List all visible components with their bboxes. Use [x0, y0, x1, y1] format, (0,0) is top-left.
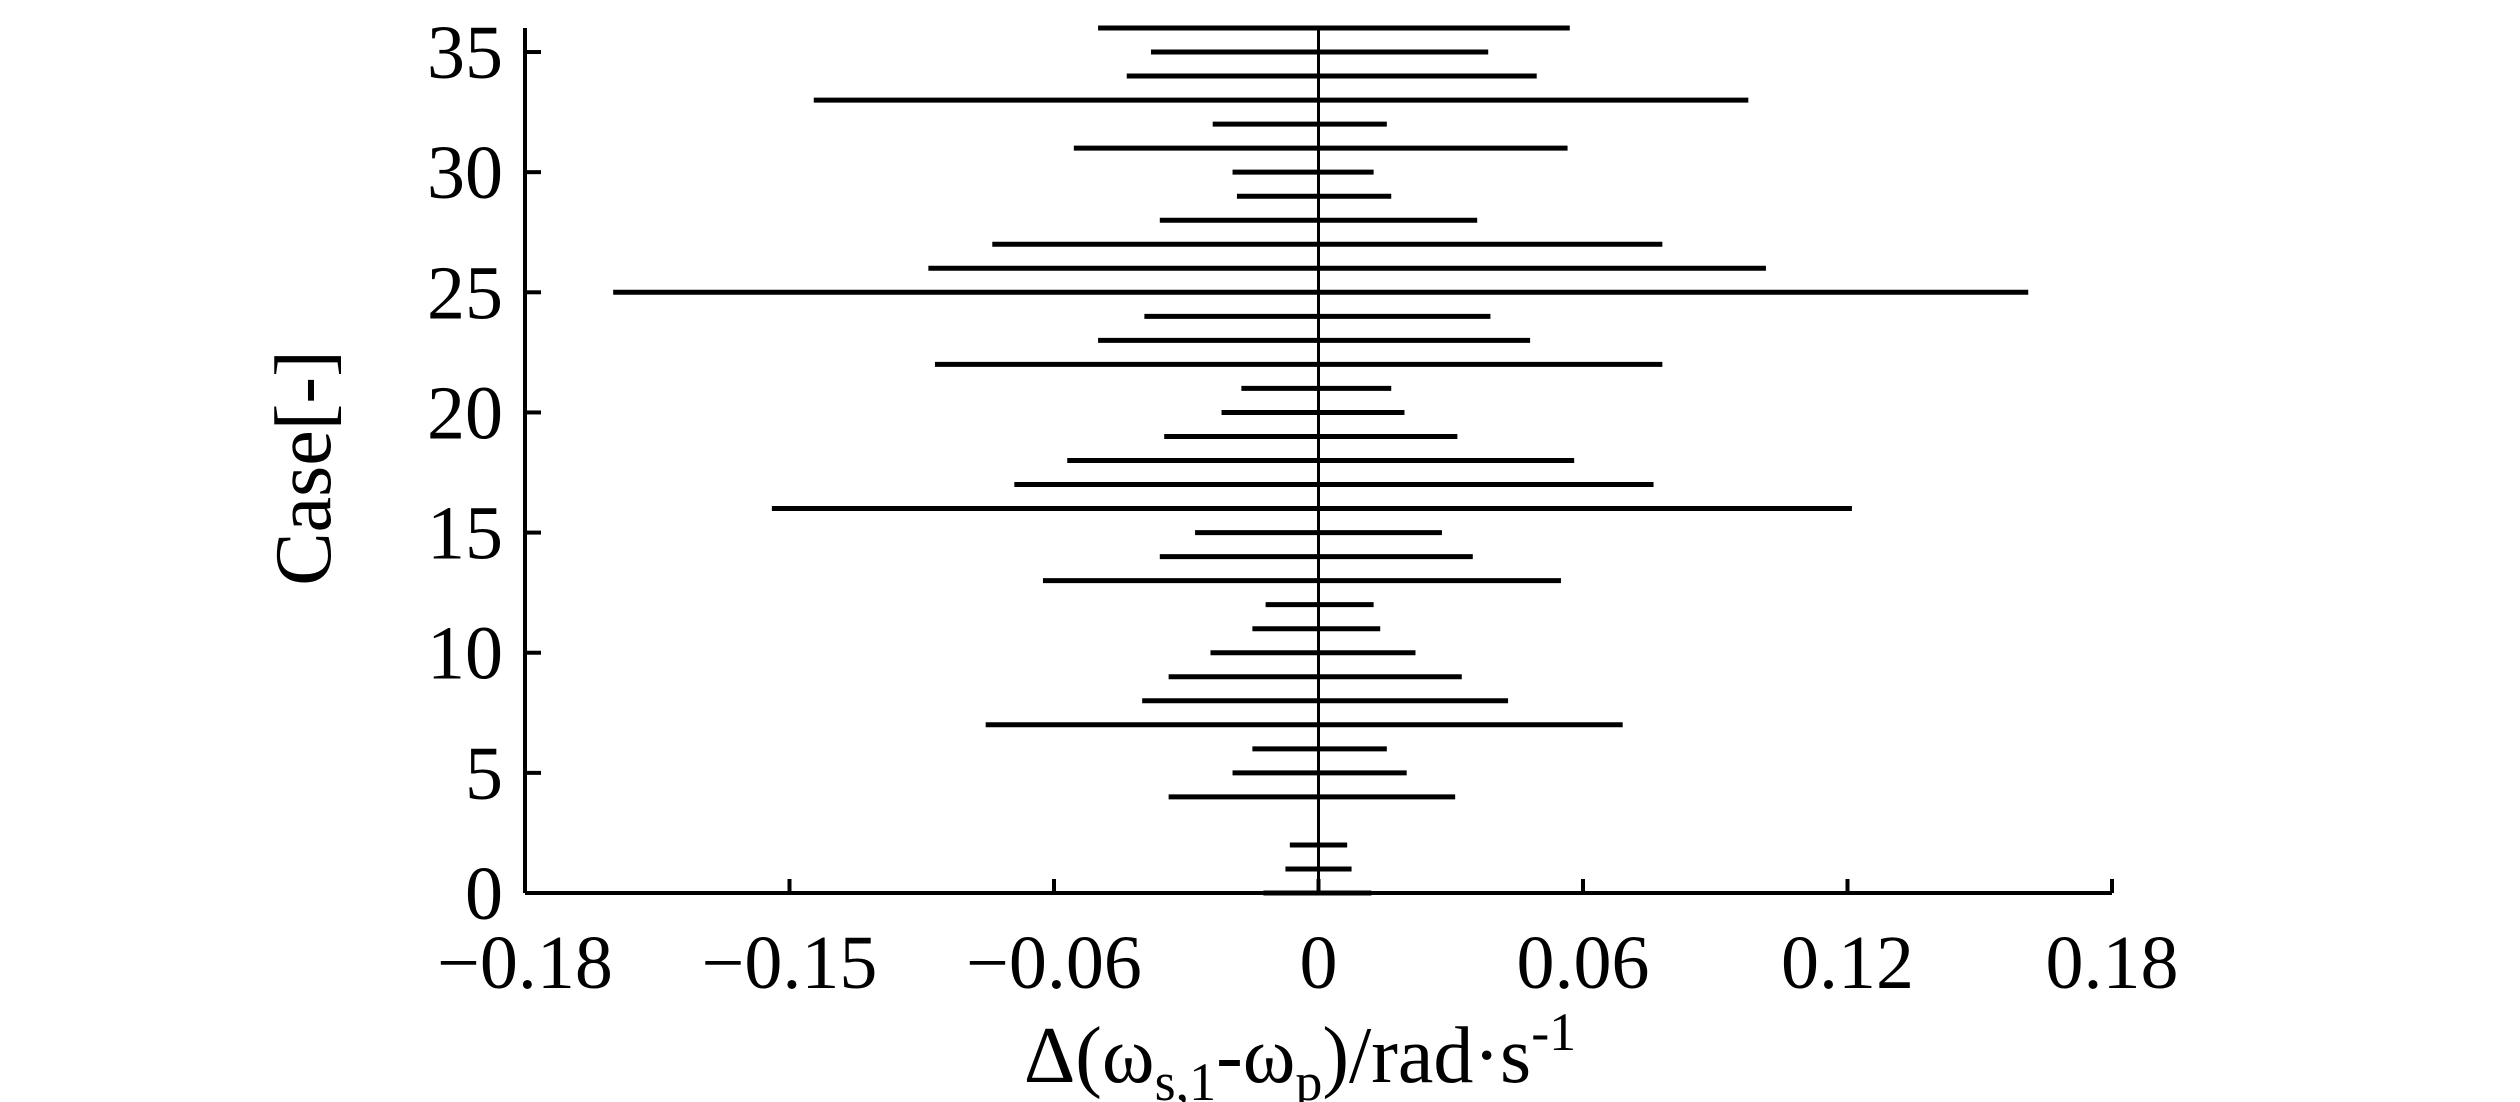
y-tick-label: 20 — [427, 371, 503, 455]
x-tick-label: 0.12 — [1781, 921, 1914, 1005]
x-axis-title-suffix: )/rad·s — [1322, 1012, 1531, 1100]
y-axis-ticks: 0 5 10 15 20 25 30 35 — [427, 11, 541, 936]
x-tick-label: −0.18 — [437, 921, 613, 1005]
x-axis-title-prefix: Δ(ω — [1024, 1012, 1155, 1100]
x-tick-label: 0.06 — [1517, 921, 1650, 1005]
range-bars — [613, 25, 2029, 896]
x-axis-ticks: −0.18 −0.15 −0.06 0 0.06 0.12 0.18 — [437, 879, 2179, 1005]
y-axis-title: Case[-] — [260, 350, 348, 585]
plot-area: 0 5 10 15 20 25 30 35 −0.18 −0.15 −0.06 0 0.06 0.12 0… — [427, 11, 2179, 1005]
y-tick-label: 15 — [427, 492, 503, 576]
x-tick-label: 0.18 — [2046, 921, 2179, 1005]
y-tick-label: 0 — [465, 852, 503, 936]
y-tick-label: 10 — [427, 612, 503, 696]
y-tick-label: 5 — [465, 732, 503, 816]
x-tick-label: −0.06 — [966, 921, 1142, 1005]
x-axis-title-subscript-2: p — [1295, 1052, 1322, 1102]
y-tick-label: 35 — [427, 11, 503, 95]
x-tick-label: −0.15 — [702, 921, 878, 1005]
x-axis-title-superscript: -1 — [1531, 1002, 1576, 1062]
x-tick-label: 0 — [1300, 921, 1338, 1005]
y-tick-label: 25 — [427, 251, 503, 335]
x-axis-title: Δ(ωs,1-ωp)/rad·s-1 — [1024, 1002, 1576, 1102]
y-tick-label: 30 — [427, 131, 503, 215]
x-axis-title-subscript-1: s,1 — [1155, 1052, 1217, 1102]
x-axis-title-middle: -ω — [1216, 1012, 1295, 1100]
